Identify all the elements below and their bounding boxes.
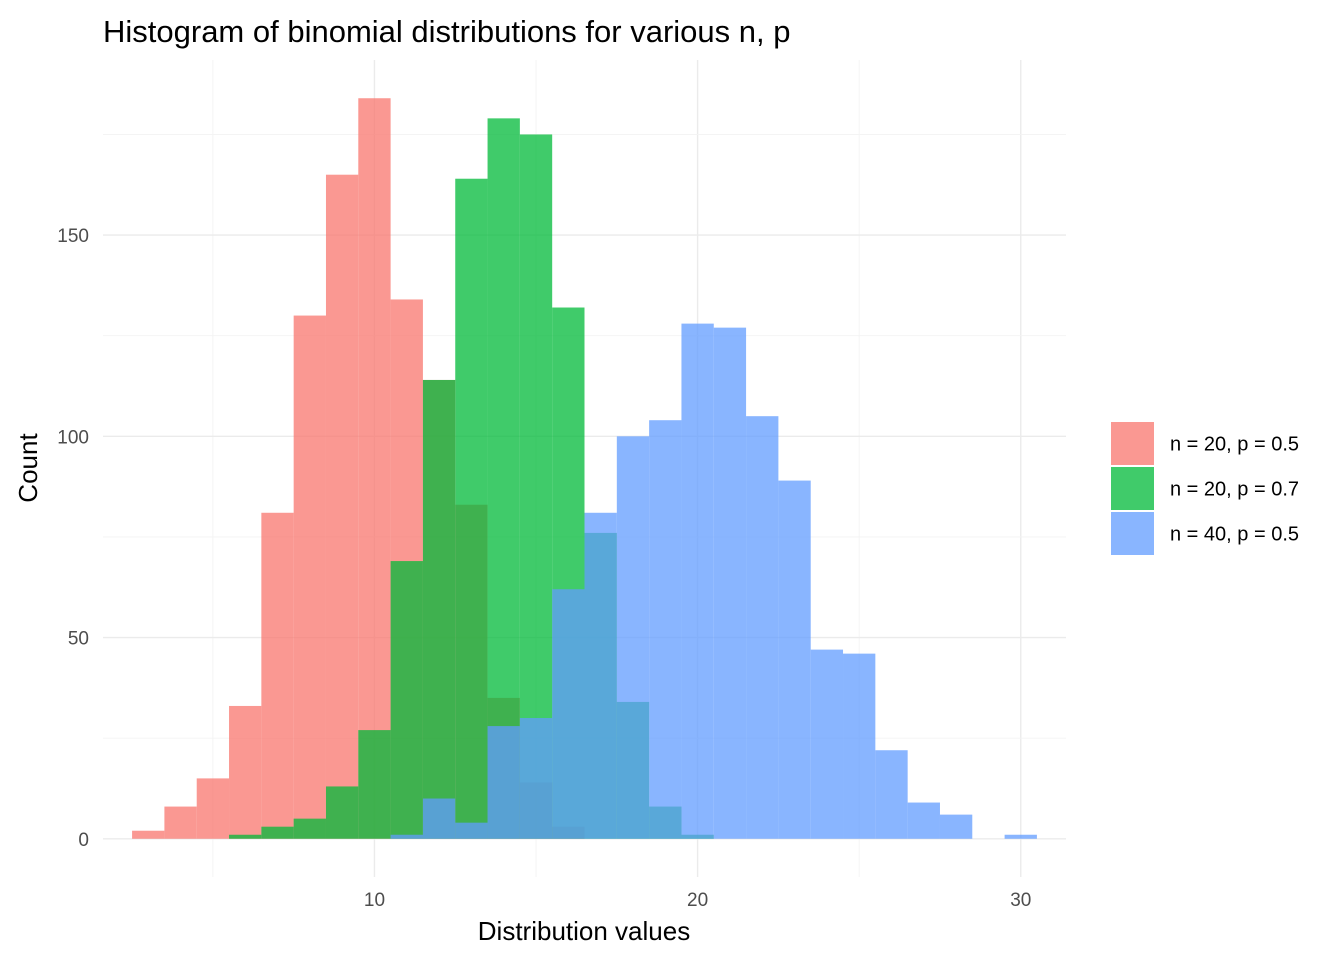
histogram-bar [164, 806, 197, 839]
histogram-bar [132, 830, 165, 839]
histogram-bar [584, 512, 617, 839]
x-tick-label: 10 [364, 890, 385, 911]
histogram-bar [552, 589, 585, 839]
y-tick-label: 50 [68, 629, 89, 650]
histogram-bar [358, 730, 391, 839]
histogram-bar [325, 786, 359, 839]
histogram-bar [422, 379, 456, 839]
legend-label: n = 40, p = 0.5 [1170, 524, 1299, 546]
legend-key [1111, 467, 1154, 510]
y-tick-label: 150 [57, 226, 89, 247]
histogram-bar [810, 649, 844, 839]
histogram-bar [325, 174, 359, 839]
y-tick-label: 100 [57, 427, 89, 448]
histogram-bar [390, 561, 423, 839]
legend-item: n = 40, p = 0.5 [1111, 512, 1299, 555]
histogram-bar [261, 512, 294, 839]
x-tick-label: 30 [1010, 890, 1031, 911]
histogram-bar [293, 315, 326, 839]
histogram-bar [519, 718, 553, 839]
grid-lines [103, 60, 1066, 877]
histogram-bar [455, 178, 488, 839]
histogram-bar [939, 814, 973, 839]
histogram-bar [875, 750, 908, 839]
legend-label: n = 20, p = 0.7 [1170, 479, 1299, 501]
series-3 [390, 323, 1037, 839]
histogram-bar [616, 436, 650, 839]
histogram-bar [649, 420, 682, 839]
histogram-bar [713, 327, 747, 839]
histogram-bar [681, 323, 714, 839]
histogram-bar [455, 822, 488, 839]
histogram-bar [229, 834, 262, 839]
histogram-bar [229, 705, 262, 839]
legend: n = 20, p = 0.5 n = 20, p = 0.7 n = 40, p … [1111, 422, 1299, 555]
histogram-bar [487, 726, 520, 839]
legend-label: n = 20, p = 0.5 [1170, 434, 1299, 456]
y-tick-label: 0 [78, 830, 89, 851]
histogram-bar [843, 653, 876, 839]
histogram-bars [132, 98, 1037, 839]
histogram-bar [1004, 834, 1037, 839]
axis-tick-labels: 10 20 30 0 50 100 150 [57, 226, 1031, 911]
y-axis-title: Count [13, 433, 43, 503]
histogram-bar [422, 798, 456, 839]
histogram-bar [293, 818, 326, 839]
chart-title: Histogram of binomial distributions for … [103, 14, 790, 49]
histogram-bar [778, 480, 811, 839]
histogram-bar [196, 778, 230, 839]
histogram-bar [261, 826, 294, 839]
histogram-bar [746, 416, 779, 839]
legend-item: n = 20, p = 0.7 [1111, 467, 1299, 510]
x-tick-label: 20 [687, 890, 708, 911]
histogram-bar [358, 98, 391, 839]
legend-item: n = 20, p = 0.5 [1111, 422, 1299, 465]
histogram-bar [390, 834, 423, 839]
x-axis-title: Distribution values [478, 916, 690, 946]
legend-key [1111, 422, 1154, 465]
histogram-bar [487, 118, 520, 839]
legend-key [1111, 512, 1154, 555]
histogram-bar [907, 802, 940, 839]
